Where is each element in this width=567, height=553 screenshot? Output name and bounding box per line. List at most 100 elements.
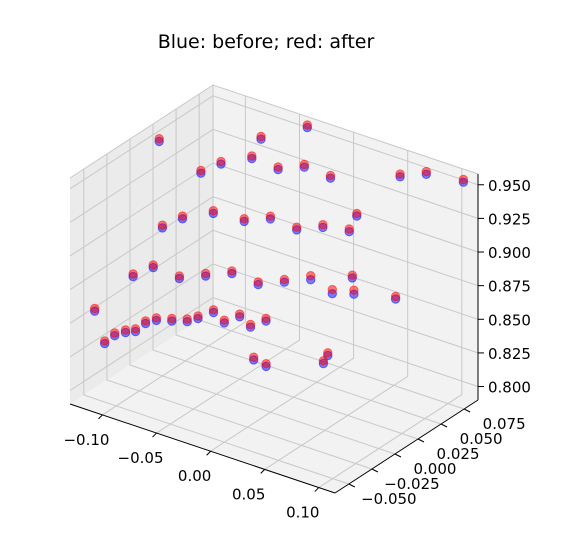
x-grid-line-1 <box>156 114 300 434</box>
data-point <box>208 206 219 216</box>
y-tick-mark-4 <box>440 423 448 428</box>
data-point <box>110 328 120 338</box>
data-point <box>100 336 110 346</box>
x-tick-label: −0.05 <box>118 449 164 467</box>
y-tick-mark-3 <box>417 438 425 443</box>
x-tick-mark-3 <box>260 469 266 474</box>
data-point <box>216 156 226 167</box>
data-point <box>421 166 431 177</box>
data-point <box>219 315 230 325</box>
y-tick-label: −0.050 <box>361 490 417 508</box>
data-point <box>249 352 259 362</box>
data-point <box>227 266 237 276</box>
x-grid-line-2 <box>210 132 355 452</box>
x-grid-line-3 <box>264 150 409 470</box>
x-tick-label: 0.05 <box>232 485 265 503</box>
data-point <box>323 348 333 358</box>
data-point <box>395 169 405 179</box>
y-axis-line <box>334 399 479 494</box>
data-point <box>235 309 245 319</box>
data-point <box>193 311 203 321</box>
data-point <box>90 303 100 314</box>
y-tick-mark-5 <box>463 408 471 413</box>
y-tick-mark-1 <box>371 468 379 473</box>
z-tick-label: 0.900 <box>488 244 531 262</box>
data-point <box>256 131 266 142</box>
data-point <box>352 208 362 219</box>
x-tick-mark-2 <box>206 450 211 456</box>
data-point <box>154 134 164 144</box>
data-point <box>347 270 357 280</box>
y-grid-line-1 <box>106 154 373 470</box>
data-point <box>140 316 151 326</box>
x-axis-ticks: −0.10 −0.05 0.00 0.05 0.10 <box>63 414 320 522</box>
data-point <box>327 284 337 295</box>
x-tick-mark-1 <box>152 432 157 438</box>
x-tick-mark-0 <box>98 414 103 420</box>
data-points <box>90 120 469 372</box>
z-tick-label: 0.950 <box>488 177 531 195</box>
data-point <box>390 291 401 302</box>
data-point <box>318 220 328 230</box>
data-point <box>157 220 168 230</box>
data-point <box>279 274 290 285</box>
z-tick-label: 0.925 <box>488 210 531 228</box>
data-point <box>253 277 263 287</box>
chart-title: Blue: before; red: after <box>158 31 375 53</box>
x-tick-label: 0.00 <box>178 467 211 485</box>
data-point <box>292 222 302 232</box>
x-axis-line <box>69 403 336 494</box>
z-tick-label: 0.825 <box>488 345 531 363</box>
y-grid-line-3 <box>152 124 419 440</box>
data-point <box>196 165 206 176</box>
data-point <box>261 359 271 369</box>
data-point <box>458 174 469 185</box>
x-grid-line-4 <box>318 168 463 489</box>
y-grid-line-2 <box>129 139 396 455</box>
data-point <box>344 224 354 234</box>
z-tick-label: 0.875 <box>488 278 531 296</box>
data-point <box>299 159 309 170</box>
data-point <box>325 170 336 181</box>
y-grid-line-4 <box>175 109 442 425</box>
x-tick-label: 0.10 <box>286 504 319 522</box>
y-tick-label: 0.025 <box>437 445 480 463</box>
data-point <box>306 271 316 281</box>
data-point <box>265 211 276 221</box>
data-point <box>151 313 162 323</box>
y-tick-label: −0.025 <box>384 475 440 493</box>
data-point <box>120 325 131 335</box>
data-point <box>128 269 138 279</box>
y-tick-mark-0 <box>348 483 356 488</box>
y-tick-label: 0.050 <box>460 430 503 448</box>
grid-lines <box>69 84 479 489</box>
data-point <box>239 214 249 224</box>
x-grid-line-0 <box>102 95 246 416</box>
z-axis-ticks: 0.800 0.825 0.850 0.875 0.900 0.925 0.950 <box>478 177 531 397</box>
data-point <box>130 324 141 334</box>
z-tick-label: 0.850 <box>488 311 531 329</box>
axis-panes <box>70 85 478 493</box>
z-tick-label: 0.800 <box>488 379 531 397</box>
x-tick-mark-4 <box>314 487 320 492</box>
left-pane <box>70 85 213 404</box>
data-point <box>208 305 219 315</box>
x-tick-label: −0.10 <box>63 431 109 449</box>
data-point <box>177 211 188 221</box>
y-grid-line-0 <box>83 169 349 485</box>
data-point <box>182 314 192 324</box>
data-point <box>148 260 158 270</box>
data-point <box>167 313 177 324</box>
axis-lines <box>69 174 479 494</box>
data-point <box>302 120 312 130</box>
data-point <box>245 319 256 330</box>
data-point <box>174 271 185 281</box>
data-point <box>201 268 211 279</box>
y-tick-label: 0.075 <box>483 415 526 433</box>
data-point <box>261 313 271 324</box>
data-point <box>247 151 257 161</box>
y-tick-mark-2 <box>394 453 402 458</box>
